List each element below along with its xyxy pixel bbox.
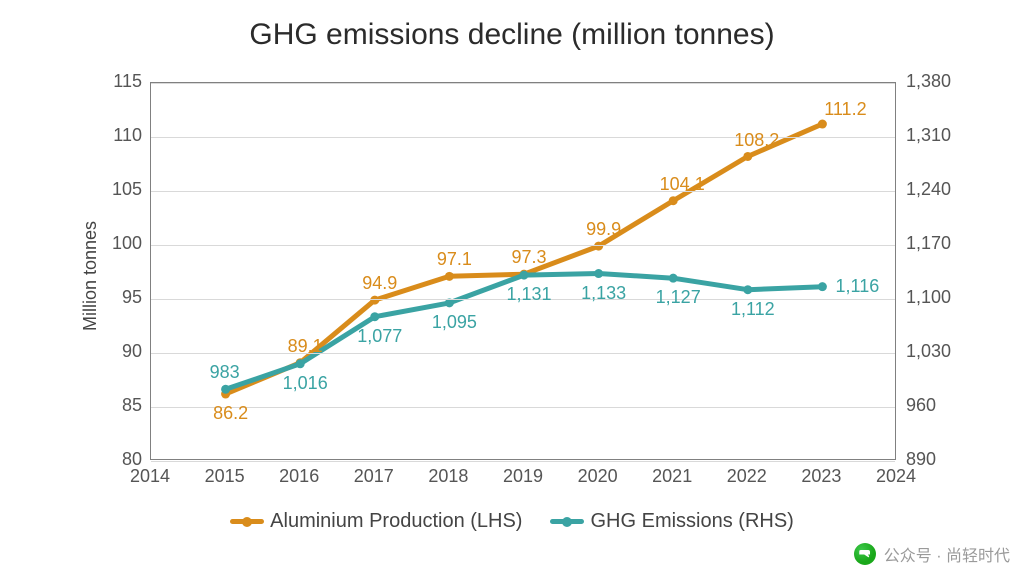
- data-label-ghg: 1,116: [827, 276, 887, 297]
- y-left-tick: 110: [94, 125, 142, 146]
- y-left-tick: 115: [94, 71, 142, 92]
- data-label-aluminium: 99.9: [574, 219, 634, 240]
- series-marker-aluminium: [370, 296, 379, 305]
- x-tick: 2018: [418, 466, 478, 487]
- data-label-ghg: 1,127: [648, 287, 708, 308]
- x-tick: 2021: [642, 466, 702, 487]
- series-marker-ghg: [743, 285, 752, 294]
- data-label-aluminium: 97.1: [424, 249, 484, 270]
- y-right-tick: 1,310: [906, 125, 951, 146]
- wechat-icon: [854, 543, 876, 565]
- data-label-aluminium: 94.9: [350, 273, 410, 294]
- chart-legend: Aluminium Production (LHS) GHG Emissions …: [0, 510, 1024, 533]
- x-tick: 2023: [791, 466, 851, 487]
- x-tick: 2019: [493, 466, 553, 487]
- y-left-tick: 95: [94, 287, 142, 308]
- x-tick: 2024: [866, 466, 926, 487]
- x-tick: 2016: [269, 466, 329, 487]
- attribution: 公众号 · 尚轻时代: [854, 542, 1010, 566]
- chart-title: GHG emissions decline (million tonnes): [0, 18, 1024, 52]
- data-label-ghg: 1,133: [574, 283, 634, 304]
- data-label-aluminium: 97.3: [499, 247, 559, 268]
- data-label-ghg: 983: [195, 362, 255, 383]
- x-tick: 2020: [568, 466, 628, 487]
- data-label-ghg: 1,112: [723, 299, 783, 320]
- y-left-tick: 105: [94, 179, 142, 200]
- data-label-aluminium: 89.1: [275, 336, 335, 357]
- x-tick: 2014: [120, 466, 180, 487]
- series-marker-ghg: [520, 271, 529, 280]
- series-marker-ghg: [221, 385, 230, 394]
- y-right-tick: 1,100: [906, 287, 951, 308]
- x-tick: 2017: [344, 466, 404, 487]
- legend-swatch: [230, 519, 264, 524]
- legend-swatch: [550, 519, 584, 524]
- y-right-tick: 1,030: [906, 341, 951, 362]
- series-marker-aluminium: [818, 120, 827, 129]
- series-marker-ghg: [370, 312, 379, 321]
- series-marker-ghg: [594, 269, 603, 278]
- data-label-ghg: 1,131: [499, 284, 559, 305]
- legend-label: GHG Emissions (RHS): [590, 510, 793, 533]
- legend-item-ghg: GHG Emissions (RHS): [550, 510, 793, 533]
- y-right-tick: 1,240: [906, 179, 951, 200]
- series-marker-ghg: [669, 274, 678, 283]
- series-marker-ghg: [296, 359, 305, 368]
- data-label-aluminium: 104.1: [652, 174, 712, 195]
- data-label-aluminium: 86.2: [201, 403, 261, 424]
- legend-item-aluminium: Aluminium Production (LHS): [230, 510, 522, 533]
- y-left-tick: 85: [94, 395, 142, 416]
- series-marker-ghg: [818, 282, 827, 291]
- y-right-tick: 1,170: [906, 233, 951, 254]
- y-left-tick: 100: [94, 233, 142, 254]
- data-label-aluminium: 108.2: [727, 130, 787, 151]
- x-tick: 2022: [717, 466, 777, 487]
- series-marker-aluminium: [669, 196, 678, 205]
- data-label-aluminium: 111.2: [815, 99, 875, 120]
- series-marker-aluminium: [594, 242, 603, 251]
- data-label-ghg: 1,077: [350, 326, 410, 347]
- series-marker-aluminium: [445, 272, 454, 281]
- legend-label: Aluminium Production (LHS): [270, 510, 522, 533]
- y-right-tick: 1,380: [906, 71, 951, 92]
- attribution-text: 公众号 · 尚轻时代: [884, 542, 1010, 566]
- x-tick: 2015: [195, 466, 255, 487]
- y-left-tick: 90: [94, 341, 142, 362]
- y-right-tick: 960: [906, 395, 936, 416]
- data-label-ghg: 1,095: [424, 312, 484, 333]
- series-marker-aluminium: [743, 152, 752, 161]
- chart-container: { "canvas": { "width": 1024, "height": 5…: [0, 0, 1024, 576]
- data-label-ghg: 1,016: [275, 373, 335, 394]
